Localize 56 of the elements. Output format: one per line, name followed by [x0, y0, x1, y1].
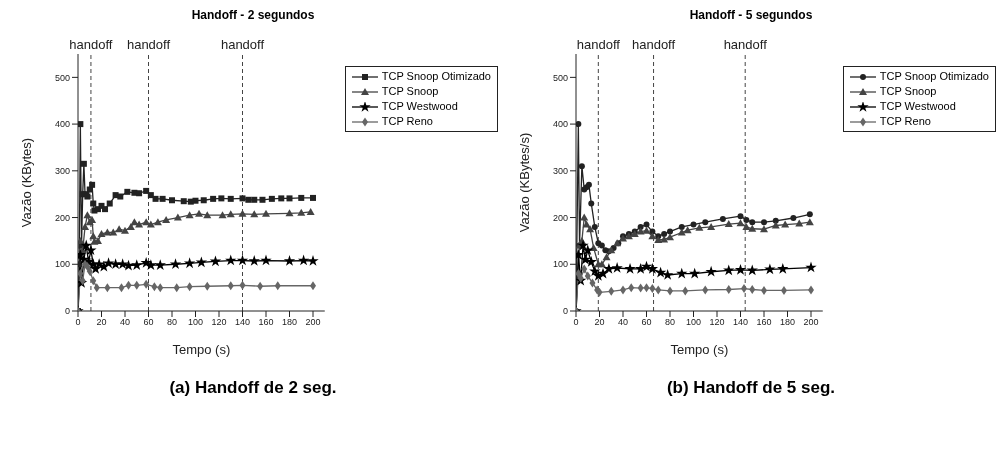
- chart-title: Handoff - 2 segundos: [190, 8, 316, 24]
- legend-label: TCP Reno: [879, 114, 931, 129]
- y-tick-label: 400: [552, 119, 568, 130]
- legend-label: TCP Snoop Otimizado: [879, 69, 989, 84]
- x-tick-label: 140: [732, 317, 749, 328]
- ref-line-label: handoff: [576, 37, 621, 52]
- legend-label: TCP Reno: [381, 114, 433, 129]
- y-tick-label: 500: [54, 72, 70, 83]
- ref-line-label: handoff: [220, 37, 265, 52]
- y-tick-label: 500: [552, 72, 568, 83]
- x-tick-label: 80: [166, 317, 178, 328]
- x-tick-label: 140: [234, 317, 251, 328]
- text: (a) Handoff de 2 seg.: [168, 378, 338, 398]
- y-tick-label: 300: [552, 166, 568, 177]
- text: (b) Handoff de 5 seg.: [665, 378, 837, 398]
- ref-line-label: handoff: [126, 37, 171, 52]
- x-tick-label: 100: [187, 317, 204, 328]
- legend-label: TCP Snoop Otimizado: [381, 69, 491, 84]
- x-tick-label: 180: [779, 317, 796, 328]
- legend-label: TCP Snoop: [381, 84, 439, 99]
- x-tick-label: 60: [641, 317, 652, 328]
- x-tick-label: 80: [664, 317, 676, 328]
- x-tick-label: 40: [617, 317, 629, 328]
- y-tick-label: 400: [54, 119, 70, 130]
- x-tick-label: 40: [119, 317, 131, 328]
- x-tick-label: 200: [803, 317, 819, 328]
- x-axis-title: Tempo (s): [172, 342, 231, 357]
- x-axis-title: Tempo (s): [670, 342, 729, 357]
- ref-line-label: handoff: [723, 37, 768, 52]
- x-tick-label: 60: [143, 317, 154, 328]
- y-tick-label: 0: [562, 306, 568, 317]
- x-tick-label: 20: [96, 317, 107, 328]
- y-axis-title: Vazão (KBytes): [18, 137, 34, 228]
- y-tick-label: 200: [552, 212, 568, 223]
- legend-label: TCP Westwood: [381, 99, 458, 114]
- x-tick-label: 100: [685, 317, 702, 328]
- chart-title: Handoff - 5 segundos: [688, 8, 814, 24]
- x-tick-label: 200: [305, 317, 321, 328]
- y-axis-title: Vazão (KBytes/s): [516, 132, 532, 233]
- x-tick-label: 160: [756, 317, 772, 328]
- x-tick-label: 120: [709, 317, 725, 328]
- y-tick-label: 200: [54, 212, 70, 223]
- y-tick-label: 100: [552, 259, 568, 270]
- legend-label: TCP Snoop: [879, 84, 937, 99]
- y-tick-label: 100: [54, 259, 70, 270]
- x-tick-label: 0: [75, 317, 81, 328]
- ref-line-label: handoff: [69, 37, 113, 52]
- x-tick-label: 120: [211, 317, 227, 328]
- ref-line-label: handoff: [631, 37, 676, 52]
- y-tick-label: 300: [54, 166, 70, 177]
- y-tick-label: 0: [64, 306, 70, 317]
- x-tick-label: 160: [258, 317, 274, 328]
- x-tick-label: 0: [573, 317, 579, 328]
- x-tick-label: 180: [281, 317, 298, 328]
- x-tick-label: 20: [594, 317, 605, 328]
- legend-label: TCP Westwood: [879, 99, 956, 114]
